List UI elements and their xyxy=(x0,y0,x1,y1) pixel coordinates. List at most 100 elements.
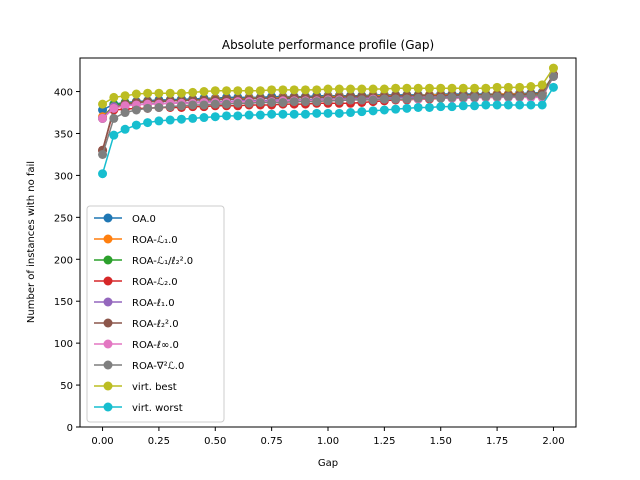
data-point xyxy=(222,111,232,121)
data-point xyxy=(458,92,468,102)
data-point xyxy=(379,94,389,104)
data-point xyxy=(424,102,434,112)
data-point xyxy=(233,86,243,96)
data-point xyxy=(492,92,502,102)
data-point xyxy=(346,95,356,105)
y-tick-label: 100 xyxy=(54,339,73,350)
data-point xyxy=(515,100,525,110)
y-tick-label: 50 xyxy=(60,381,73,392)
data-point xyxy=(131,89,141,99)
x-tick-label: 1.00 xyxy=(317,436,339,447)
legend-label: virt. worst xyxy=(132,403,183,414)
data-point xyxy=(255,86,265,96)
data-point xyxy=(120,91,130,101)
legend-marker xyxy=(103,381,113,391)
data-point xyxy=(199,113,209,123)
data-point xyxy=(458,101,468,111)
data-point xyxy=(402,94,412,104)
legend-marker xyxy=(103,360,113,370)
x-tick-label: 0.25 xyxy=(148,436,170,447)
y-axis-label: Number of instances with no fail xyxy=(26,161,37,323)
series-9 xyxy=(98,82,558,179)
data-point xyxy=(278,97,288,107)
data-point xyxy=(143,88,153,98)
data-point xyxy=(334,108,344,118)
data-point xyxy=(120,108,130,118)
data-point xyxy=(199,100,209,110)
data-point xyxy=(357,107,367,117)
data-point xyxy=(165,102,175,112)
data-point xyxy=(413,83,423,93)
data-point xyxy=(492,82,502,92)
data-point xyxy=(526,100,536,110)
data-point xyxy=(323,108,333,118)
data-point xyxy=(98,113,108,123)
y-tick-label: 150 xyxy=(54,297,73,308)
data-point xyxy=(154,102,164,112)
legend-marker xyxy=(103,339,113,349)
y-tick-label: 250 xyxy=(54,213,73,224)
legend-marker xyxy=(103,213,113,223)
plot-area xyxy=(98,63,558,179)
data-point xyxy=(526,82,536,92)
data-point xyxy=(255,97,265,107)
legend-item: ROA-ℓ∞.0 xyxy=(94,339,179,351)
data-point xyxy=(424,83,434,93)
legend-marker xyxy=(103,234,113,244)
x-tick-label: 0.75 xyxy=(261,436,283,447)
data-point xyxy=(120,124,130,134)
data-point xyxy=(481,92,491,102)
data-point xyxy=(98,169,108,179)
legend-item: ROA-ℓ₂².0 xyxy=(94,318,179,330)
data-point xyxy=(222,99,232,109)
data-point xyxy=(244,110,254,120)
data-point xyxy=(154,116,164,126)
data-point xyxy=(515,92,525,102)
legend-label: ROA-ℓ₁.0 xyxy=(132,298,175,309)
y-axis: 0 50 100 150 200 250 300 350 400 xyxy=(54,88,80,434)
legend-label: ROA-∇²ℒ.0 xyxy=(132,361,184,372)
legend-label: ROA-ℓ∞.0 xyxy=(132,340,179,351)
data-point xyxy=(188,87,198,97)
data-point xyxy=(323,96,333,106)
data-point xyxy=(109,113,119,123)
data-point xyxy=(503,92,513,102)
data-point xyxy=(267,97,277,107)
data-point xyxy=(278,85,288,95)
data-point xyxy=(368,95,378,105)
data-point xyxy=(312,85,322,95)
legend-item: ROA-ℓ₁.0 xyxy=(94,297,175,309)
data-point xyxy=(300,85,310,95)
data-point xyxy=(503,82,513,92)
x-tick-label: 1.50 xyxy=(430,436,452,447)
x-tick-label: 1.75 xyxy=(486,436,508,447)
data-point xyxy=(436,93,446,103)
legend-item: ROA-ℒ₁.0 xyxy=(94,234,178,246)
data-point xyxy=(267,85,277,95)
data-point xyxy=(255,110,265,120)
x-axis-label: Gap xyxy=(318,458,338,469)
y-tick-label: 200 xyxy=(54,255,73,266)
data-point xyxy=(413,93,423,103)
data-point xyxy=(470,101,480,111)
axes-frame xyxy=(79,57,577,428)
data-point xyxy=(143,103,153,113)
legend-marker xyxy=(103,318,113,328)
chart-title: Absolute performance profile (Gap) xyxy=(222,38,434,52)
data-point xyxy=(165,88,175,98)
legend-marker xyxy=(103,276,113,286)
data-point xyxy=(481,100,491,110)
data-point xyxy=(357,84,367,94)
data-point xyxy=(131,120,141,130)
data-point xyxy=(548,82,558,92)
data-point xyxy=(165,115,175,125)
data-point xyxy=(357,95,367,105)
data-point xyxy=(424,93,434,103)
data-point xyxy=(188,113,198,123)
data-point xyxy=(391,104,401,114)
data-point xyxy=(109,103,119,113)
data-point xyxy=(188,100,198,110)
legend-label: ROA-ℒ₁.0 xyxy=(132,235,178,246)
data-point xyxy=(210,86,220,96)
